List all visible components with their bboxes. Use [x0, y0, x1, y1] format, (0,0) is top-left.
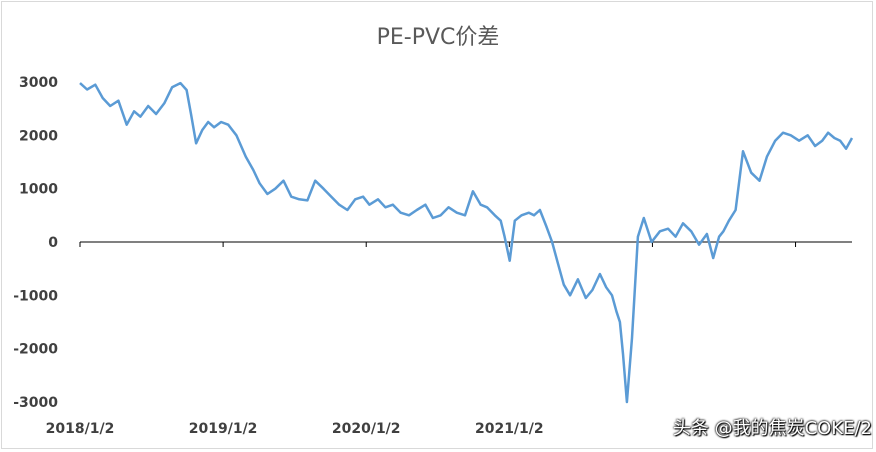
y-tick-label: -1000	[13, 288, 58, 304]
chart-title: PE-PVC价差	[377, 25, 500, 50]
watermark: 头条 @我的焦炭COKE/2	[672, 418, 872, 439]
x-tick-label: 2021/1/2	[475, 421, 544, 437]
x-tick-label: 2018/1/2	[46, 421, 115, 437]
x-axis-tick-labels: 2018/1/2 2019/1/2 2020/1/2 2021/1/2	[46, 421, 544, 437]
y-tick-label: 2000	[19, 128, 58, 144]
y-tick-label: 0	[48, 235, 58, 251]
series-line	[79, 81, 854, 404]
x-tick-label: 2019/1/2	[189, 421, 258, 437]
y-tick-label: -3000	[13, 395, 58, 411]
x-tick-label: 2020/1/2	[332, 421, 401, 437]
y-tick-label: 1000	[19, 182, 58, 198]
x-axis-ticks	[79, 242, 797, 247]
y-tick-label: -2000	[13, 342, 58, 358]
y-axis-tick-labels: 3000 2000 1000 0 -1000 -2000 -3000	[13, 75, 58, 411]
y-tick-label: 3000	[19, 75, 58, 91]
